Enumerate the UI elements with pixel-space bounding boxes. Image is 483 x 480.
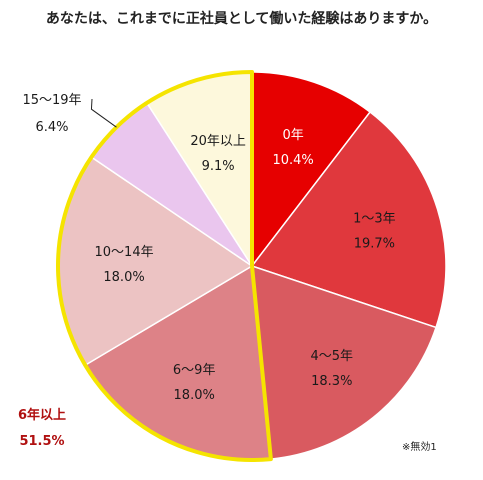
slice-label-0: 0年: [282, 128, 303, 143]
slice-label-2: 4～5年: [311, 349, 354, 364]
slice-value-6: 9.1%: [202, 159, 235, 174]
group-label: 6年以上: [18, 407, 66, 423]
slice-value-3: 18.0%: [174, 388, 215, 403]
slice-label-6: 20年以上: [190, 134, 246, 149]
slice-value-2: 18.3%: [311, 374, 352, 389]
pie-slice-0: [251, 71, 372, 269]
pie-slice-1: [250, 110, 447, 329]
slice-label-5: 15～19年: [22, 93, 81, 108]
group-value: 51.5%: [19, 434, 64, 449]
slice-value-0: 10.4%: [272, 153, 313, 168]
pie-slice-2: [251, 264, 437, 460]
slice-label-1: 1～3年: [353, 212, 396, 227]
slice-value-1: 19.7%: [354, 237, 395, 252]
note-invalid: ※無効1: [402, 442, 437, 453]
leader-line: [90, 98, 117, 128]
slice-label-3: 6～9年: [173, 363, 216, 378]
slice-value-5: 6.4%: [35, 120, 68, 135]
group-highlight-outline: [56, 70, 273, 462]
slice-value-4: 18.0%: [103, 270, 144, 285]
chart-title: あなたは、これまでに正社員として働いた経験はありますか。: [45, 11, 438, 27]
slice-label-4: 10～14年: [95, 245, 154, 260]
